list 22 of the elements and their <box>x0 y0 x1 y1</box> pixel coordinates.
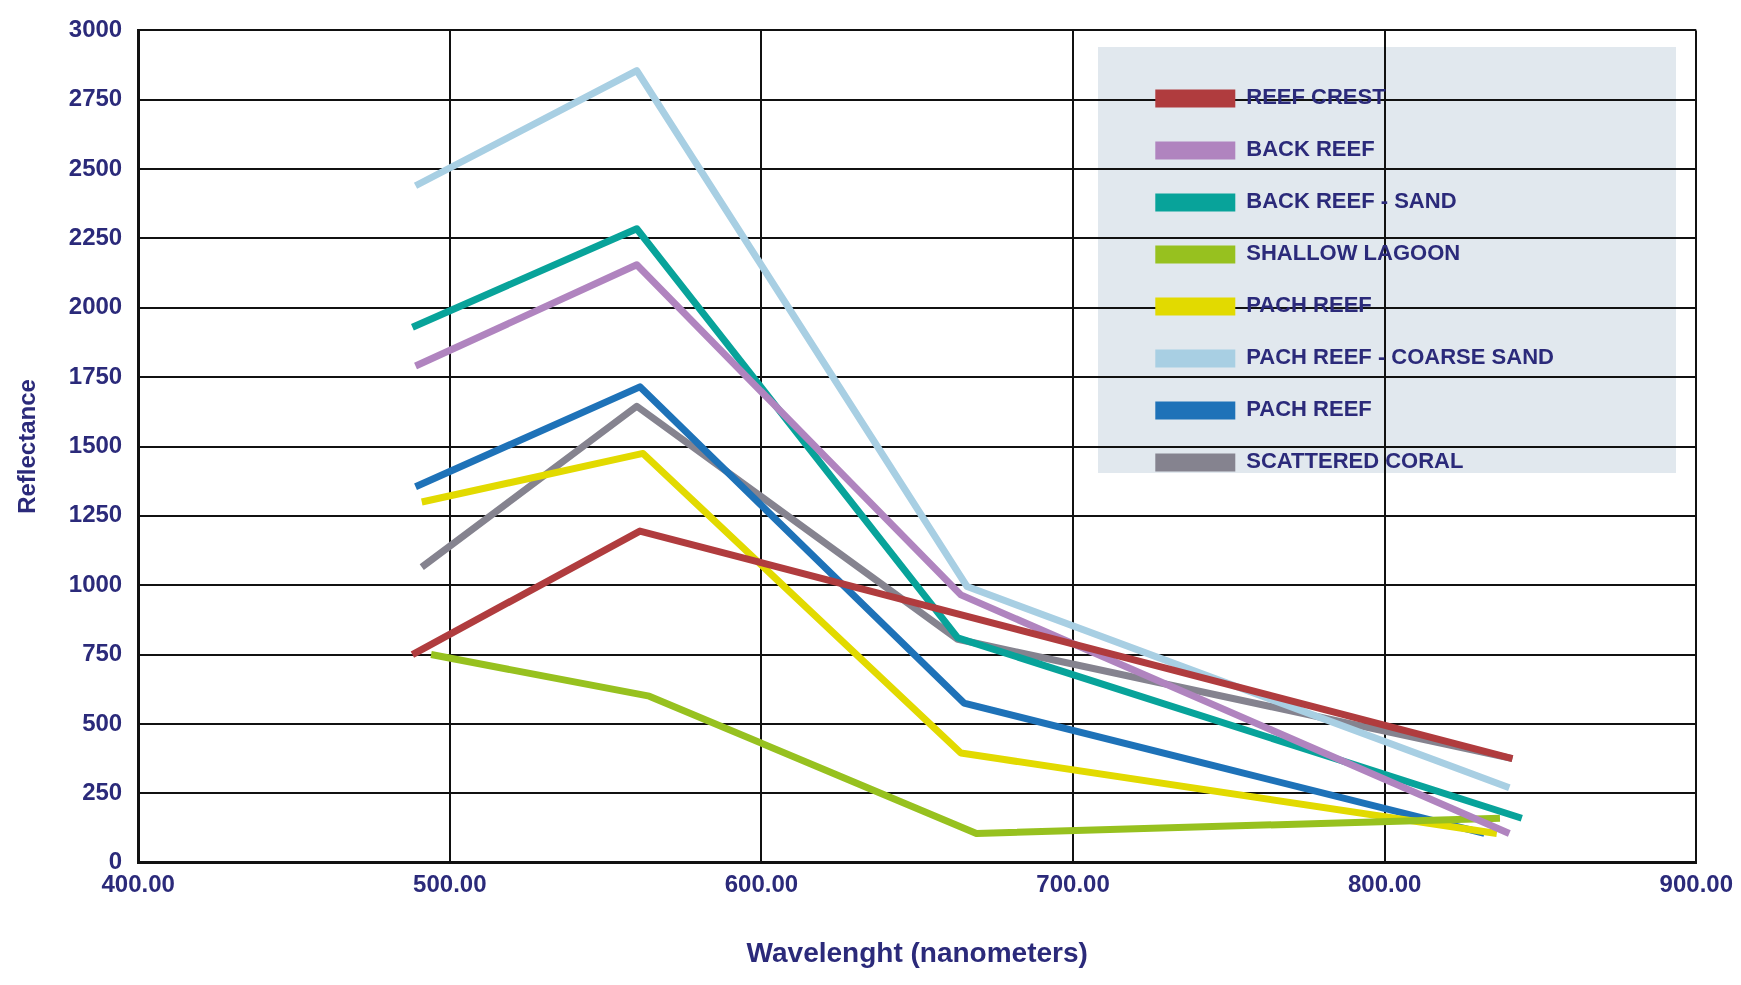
y-tick-label: 2500 <box>68 153 123 181</box>
x-tick-label: 700.00 <box>1036 869 1110 897</box>
x-tick-label: 800.00 <box>1347 869 1422 897</box>
y-tick-label: 500 <box>82 708 123 736</box>
y-axis-title: Reflectance <box>13 379 41 514</box>
y-tick-label: 2250 <box>68 223 123 251</box>
y-tick-label: 3000 <box>68 15 123 43</box>
y-tick-label: 1500 <box>68 431 123 459</box>
y-tick-label: 1750 <box>68 361 123 389</box>
legend-label: SCATTERED CORAL <box>1246 448 1464 474</box>
y-tick-label: 1250 <box>68 500 123 528</box>
y-tick-label: 1000 <box>68 569 123 597</box>
x-tick-label: 500.00 <box>413 869 487 897</box>
y-tick-label: 250 <box>82 777 123 805</box>
x-axis-title: Wavelenght (nanometers) <box>746 936 1088 968</box>
legend-label: BACK REEF <box>1246 136 1375 162</box>
x-tick-label: 900.00 <box>1659 869 1733 897</box>
y-tick-label: 2750 <box>68 84 123 112</box>
y-tick-label: 750 <box>82 639 123 667</box>
y-tick-label: 2000 <box>68 292 123 320</box>
x-tick-label: 600.00 <box>724 869 799 897</box>
legend-label: PACH REEF <box>1246 396 1372 422</box>
